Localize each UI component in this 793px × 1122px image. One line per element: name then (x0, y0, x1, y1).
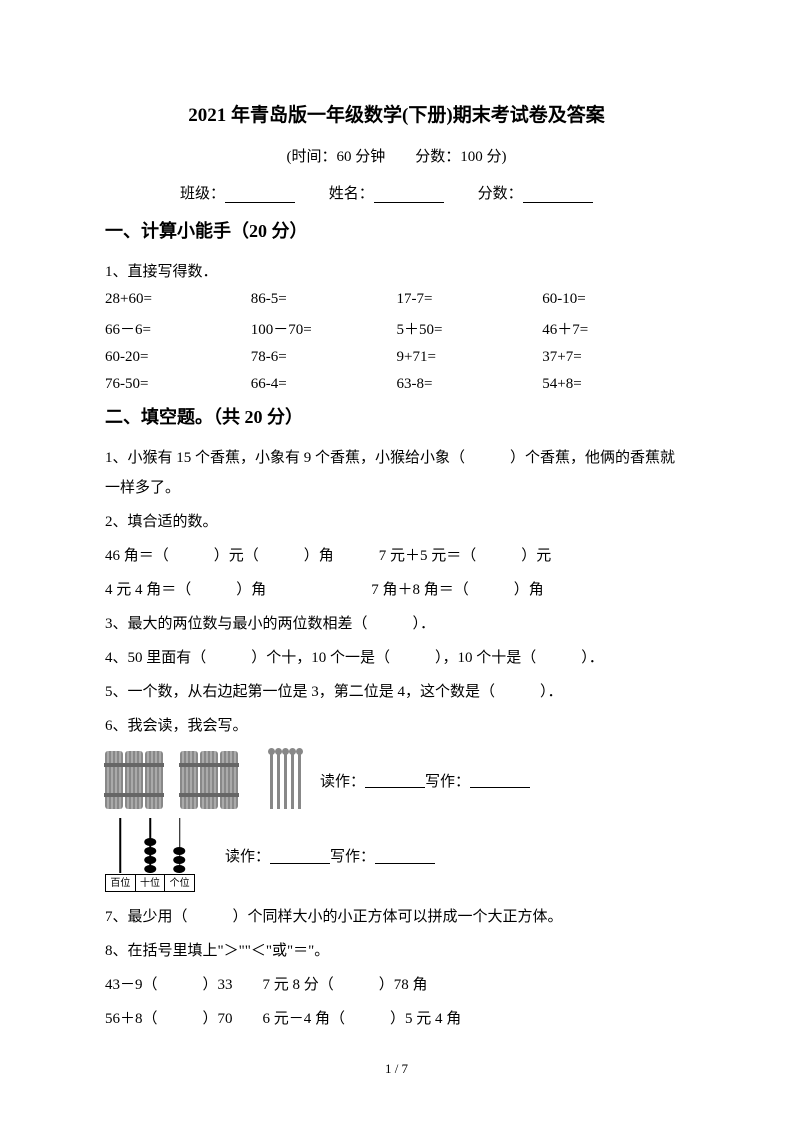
calc-cell: 76-50= (105, 376, 251, 393)
abacus-col-ones: 个位 (165, 875, 194, 891)
calc-cell: 86-5= (251, 291, 397, 308)
section-1-header: 一、计算小能手（20 分） (105, 217, 688, 243)
s2-q8: 8、在括号里填上"＞""＜"或"＝"。 (105, 936, 688, 966)
write-label: 写作： (330, 845, 375, 866)
calc-cell: 60-20= (105, 349, 251, 366)
calc-cell: 63-8= (397, 376, 543, 393)
s2-q1: 1、小猴有 15 个香蕉，小象有 9 个香蕉，小猴给小象（ ）个香蕉，他俩的香蕉… (105, 443, 688, 503)
section-2-header: 二、填空题。（共 20 分） (105, 403, 688, 429)
calc-cell: 60-10= (542, 291, 688, 308)
calc-cell: 5＋50= (397, 318, 543, 339)
s2-q8-line1: 43－9（ ）33 7 元 8 分（ ）78 角 (105, 970, 688, 1000)
write-blank (375, 848, 435, 864)
write-label: 写作： (425, 770, 470, 791)
class-label: 班级： (180, 186, 225, 202)
calc-cell: 28+60= (105, 291, 251, 308)
q1-label: 1、直接写得数． (105, 257, 688, 287)
calc-cell: 100－70= (251, 318, 397, 339)
score-blank (523, 185, 593, 203)
student-info-row: 班级： 姓名： 分数： (105, 182, 688, 203)
s2-q7: 7、最少用（ ）个同样大小的小正方体可以拼成一个大正方体。 (105, 902, 688, 932)
s2-q4: 4、50 里面有（ ）个十，10 个一是（ ），10 个十是（ ）． (105, 643, 688, 673)
abacus-icon: 百位 十位 个位 (105, 819, 195, 892)
s2-q2: 2、填合适的数。 (105, 507, 688, 537)
calc-cell: 78-6= (251, 349, 397, 366)
score-label: 分数： (478, 186, 523, 202)
read-blank (365, 772, 425, 788)
abacus-col-hundreds: 百位 (106, 875, 136, 891)
class-blank (225, 185, 295, 203)
calc-cell: 66－6= (105, 318, 251, 339)
sticks-icon (270, 751, 305, 809)
sticks-image-row: 读作： 写作： (105, 751, 688, 809)
s2-q5: 5、一个数，从右边起第一位是 3，第二位是 4，这个数是（ ）． (105, 677, 688, 707)
name-label: 姓名： (329, 186, 374, 202)
s2-q2-line1: 46 角＝（ ）元（ ）角 7 元＋5 元＝（ ）元 (105, 541, 688, 571)
calc-cell: 37+7= (542, 349, 688, 366)
exam-subtitle: (时间：60 分钟 分数：100 分) (105, 145, 688, 166)
calc-cell: 66-4= (251, 376, 397, 393)
calc-cell: 9+71= (397, 349, 543, 366)
calc-grid: 28+60= 86-5= 17-7= 60-10= 66－6= 100－70= … (105, 291, 688, 393)
read-blank (270, 848, 330, 864)
name-blank (374, 185, 444, 203)
exam-title: 2021 年青岛版一年级数学(下册)期末考试卷及答案 (105, 100, 688, 127)
s2-q6: 6、我会读，我会写。 (105, 711, 688, 741)
s2-q8-line2: 56＋8（ ）70 6 元－4 角（ ）5 元 4 角 (105, 1004, 688, 1034)
calc-cell: 54+8= (542, 376, 688, 393)
read-label: 读作： (320, 770, 365, 791)
read-label: 读作： (225, 845, 270, 866)
page-number: 1 / 7 (0, 1061, 793, 1077)
s2-q3: 3、最大的两位数与最小的两位数相差（ ）． (105, 609, 688, 639)
calc-cell: 46＋7= (542, 318, 688, 339)
calc-cell: 17-7= (397, 291, 543, 308)
abacus-image-row: 百位 十位 个位 读作： 写作： (105, 819, 688, 892)
bundles-icon (105, 751, 165, 809)
abacus-col-tens: 十位 (136, 875, 166, 891)
bundles-icon (180, 751, 240, 809)
s2-q2-line2: 4 元 4 角＝（ ）角 7 角＋8 角＝（ ）角 (105, 575, 688, 605)
write-blank (470, 772, 530, 788)
